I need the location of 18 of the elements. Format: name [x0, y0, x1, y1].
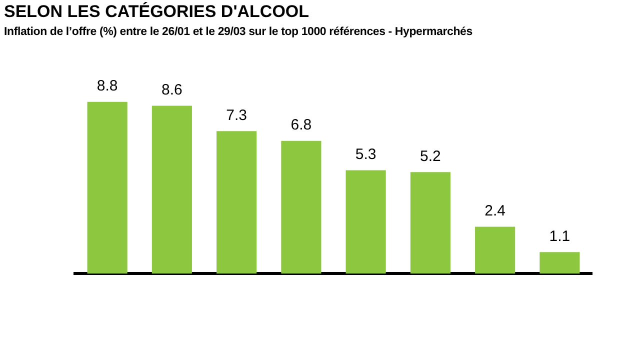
- bar: [281, 140, 322, 274]
- bar: [346, 170, 386, 274]
- bar: [475, 226, 516, 274]
- chart-title: SELON LES CATÉGORIES D'ALCOOL: [4, 2, 310, 22]
- chart-subtitle: Inflation de l’offre (%) entre le 26/01 et le 29/03 sur le top 1000 références - Hypermarchés: [4, 26, 474, 38]
- data-label: 1.1: [549, 228, 570, 245]
- data-label: 2.4: [484, 202, 506, 220]
- data-label: 6.8: [290, 116, 312, 134]
- data-label: 5.2: [420, 148, 441, 165]
- data-label: 5.3: [355, 146, 376, 163]
- bar: [87, 102, 128, 274]
- bar: [410, 172, 450, 274]
- data-label: 8.6: [162, 81, 182, 98]
- bar: [216, 131, 257, 274]
- bar: [152, 106, 192, 274]
- data-label: 8.8: [96, 78, 118, 95]
- bar: [540, 252, 580, 274]
- data-label: 7.3: [226, 106, 247, 124]
